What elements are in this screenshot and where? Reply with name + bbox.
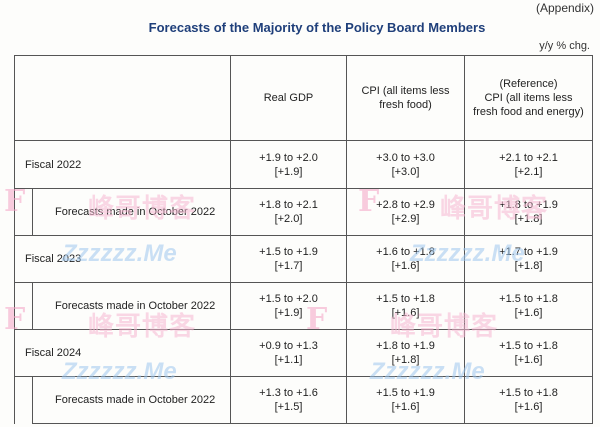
gdp-median: [+1.9] — [274, 165, 303, 178]
ref-range: +1.8 to +1.9 — [499, 198, 558, 211]
gdp-cell: +1.5 to +2.0 [+1.9] — [230, 281, 347, 330]
gdp-median: [+1.5] — [274, 400, 303, 413]
gdp-range: +0.9 to +1.3 — [259, 339, 318, 352]
header-ref-line2: CPI (all items less — [484, 92, 573, 105]
row-label: Fiscal 2022 — [14, 140, 231, 189]
gdp-cell: +1.8 to +2.1 [+2.0] — [230, 187, 347, 236]
ref-cell: +1.8 to +1.9 [+1.8] — [464, 187, 593, 236]
gdp-range: +1.5 to +2.0 — [259, 292, 318, 305]
gdp-cell: +1.3 to +1.6 [+1.5] — [230, 375, 347, 425]
header-cpi: CPI (all items less fresh food) — [346, 54, 465, 142]
row-label: Forecasts made in October 2022 — [32, 375, 231, 425]
indent-cell — [14, 188, 33, 236]
cpi-cell: +1.6 to +1.8 [+1.6] — [346, 234, 465, 283]
cpi-median: [+1.8] — [391, 353, 420, 366]
ref-median: [+1.6] — [514, 353, 543, 366]
forecast-table: Real GDP CPI (all items less fresh food)… — [14, 54, 593, 425]
page-title: Forecasts of the Majority of the Policy … — [148, 20, 486, 35]
ref-range: +1.5 to +1.8 — [499, 339, 558, 352]
gdp-cell: +1.5 to +1.9 [+1.7] — [230, 234, 347, 283]
ref-range: +1.7 to +1.9 — [499, 245, 558, 258]
table-row: Forecasts made in October 2022 +1.5 to +… — [14, 281, 593, 330]
header-reference-cpi: (Reference) CPI (all items less fresh fo… — [464, 54, 593, 142]
ref-cell: +1.5 to +1.8 [+1.6] — [464, 328, 593, 377]
table-row: Fiscal 2024 +0.9 to +1.3 [+1.1] +1.8 to +… — [14, 328, 593, 377]
ref-median: [+1.8] — [514, 259, 543, 272]
gdp-median: [+2.0] — [274, 212, 303, 225]
table-row: Fiscal 2023 +1.5 to +1.9 [+1.7] +1.6 to +… — [14, 234, 593, 283]
cpi-range: +2.8 to +2.9 — [376, 198, 435, 211]
row-label: Forecasts made in October 2022 — [32, 187, 231, 236]
ref-cell: +1.5 to +1.8 [+1.6] — [464, 281, 593, 330]
ref-cell: +2.1 to +2.1 [+2.1] — [464, 140, 593, 189]
gdp-cell: +0.9 to +1.3 [+1.1] — [230, 328, 347, 377]
gdp-range: +1.3 to +1.6 — [259, 386, 318, 399]
unit-label: y/y % chg. — [539, 40, 590, 52]
header-ref-line1: (Reference) — [499, 78, 558, 91]
cpi-median: [+1.6] — [391, 259, 420, 272]
cpi-cell: +3.0 to +3.0 [+3.0] — [346, 140, 465, 189]
header-cpi-line1: CPI (all items less — [361, 85, 450, 98]
header-real-gdp: Real GDP — [230, 54, 347, 142]
gdp-cell: +1.9 to +2.0 [+1.9] — [230, 140, 347, 189]
gdp-median: [+1.7] — [274, 259, 303, 272]
ref-median: [+2.1] — [514, 165, 543, 178]
ref-range: +2.1 to +2.1 — [499, 151, 558, 164]
ref-median: [+1.6] — [514, 306, 543, 319]
header-empty-cell — [14, 54, 231, 142]
cpi-range: +1.8 to +1.9 — [376, 339, 435, 352]
row-label: Fiscal 2023 — [14, 234, 231, 283]
header-ref-line3: fresh food and energy) — [473, 106, 584, 119]
cpi-range: +3.0 to +3.0 — [376, 151, 435, 164]
cpi-cell: +1.8 to +1.9 [+1.8] — [346, 328, 465, 377]
table-row: Forecasts made in October 2022 +1.8 to +… — [14, 187, 593, 236]
gdp-range: +1.9 to +2.0 — [259, 151, 318, 164]
header-cpi-line2: fresh food) — [379, 99, 432, 112]
cpi-cell: +1.5 to +1.9 [+1.6] — [346, 375, 465, 425]
ref-cell: +1.7 to +1.9 [+1.8] — [464, 234, 593, 283]
indent-cell — [14, 376, 33, 424]
cpi-range: +1.5 to +1.9 — [376, 386, 435, 399]
cpi-median: [+2.9] — [391, 212, 420, 225]
ref-range: +1.5 to +1.8 — [499, 292, 558, 305]
cpi-median: [+1.6] — [391, 400, 420, 413]
cpi-range: +1.6 to +1.8 — [376, 245, 435, 258]
row-label: Forecasts made in October 2022 — [32, 281, 231, 330]
cpi-range: +1.5 to +1.8 — [376, 292, 435, 305]
indent-cell — [14, 282, 33, 330]
cpi-median: [+1.6] — [391, 306, 420, 319]
ref-median: [+1.8] — [514, 212, 543, 225]
cpi-median: [+3.0] — [391, 165, 420, 178]
ref-median: [+1.6] — [514, 400, 543, 413]
gdp-range: +1.8 to +2.1 — [259, 198, 318, 211]
gdp-range: +1.5 to +1.9 — [259, 245, 318, 258]
header-row: Real GDP CPI (all items less fresh food)… — [14, 54, 593, 142]
ref-cell: +1.5 to +1.8 [+1.6] — [464, 375, 593, 425]
table-row: Forecasts made in October 2022 +1.3 to +… — [14, 375, 593, 425]
table-row: Fiscal 2022 +1.9 to +2.0 [+1.9] +3.0 to +… — [14, 140, 593, 189]
appendix-label: (Appendix) — [535, 1, 594, 15]
gdp-median: [+1.9] — [274, 306, 303, 319]
cpi-cell: +1.5 to +1.8 [+1.6] — [346, 281, 465, 330]
cpi-cell: +2.8 to +2.9 [+2.9] — [346, 187, 465, 236]
gdp-median: [+1.1] — [274, 353, 303, 366]
row-label: Fiscal 2024 — [14, 328, 231, 377]
ref-range: +1.5 to +1.8 — [499, 386, 558, 399]
